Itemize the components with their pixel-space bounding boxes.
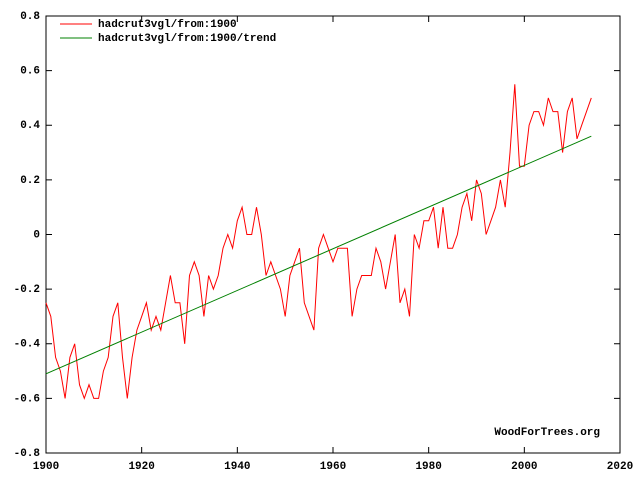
y-tick-label: -0.6 <box>14 393 40 405</box>
x-tick-label: 2000 <box>511 461 537 473</box>
x-tick-label: 1920 <box>128 461 154 473</box>
x-tick-label: 1940 <box>224 461 250 473</box>
y-tick-label: 0.2 <box>20 175 40 187</box>
y-tick-label: -0.2 <box>14 284 40 296</box>
legend-label: hadcrut3vgl/from:1900 <box>98 19 237 31</box>
y-tick-label: 0 <box>33 229 40 241</box>
legend-label: hadcrut3vgl/from:1900/trend <box>98 33 276 45</box>
y-tick-label: 0.6 <box>20 66 40 78</box>
series-line <box>45 135 592 375</box>
series-line <box>45 84 592 400</box>
y-tick-label: -0.4 <box>14 339 41 351</box>
x-tick-label: 1980 <box>415 461 441 473</box>
x-tick-label: 1960 <box>320 461 346 473</box>
x-tick-label: 2020 <box>607 461 633 473</box>
y-tick-label: 0.4 <box>20 120 40 132</box>
annotation: WoodForTrees.org <box>494 427 600 439</box>
x-tick-label: 1900 <box>33 461 59 473</box>
y-tick-label: -0.8 <box>14 448 41 460</box>
y-tick-label: 0.8 <box>20 11 40 23</box>
